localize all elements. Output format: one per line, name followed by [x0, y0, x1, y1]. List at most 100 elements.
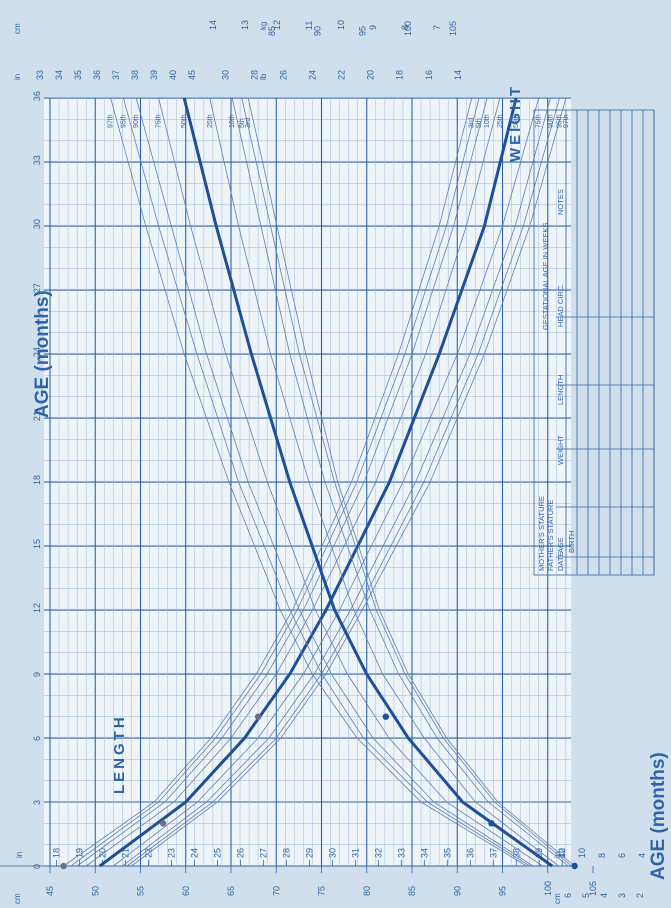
length-cm-tick-label: 60	[181, 886, 191, 896]
weight-lb-tick-label: 20	[366, 70, 376, 80]
weight-lb-tick-label: 26	[279, 70, 289, 80]
length-in-tick-label: 27	[258, 848, 268, 858]
length-percentile-label: 95th	[557, 114, 564, 128]
weight-scales: 7891011121314141618202224262830kglb23456…	[208, 20, 647, 898]
length-percentile-label: 3rd	[469, 118, 476, 128]
age-tick-label: 30	[32, 219, 42, 229]
age-axis-title-top: AGE (months)	[32, 290, 53, 418]
weight-curve-95th	[123, 97, 531, 867]
length-top-in-unit: in	[13, 74, 22, 80]
length-in-tick-label: 35	[442, 848, 452, 858]
weight-kg-tick-label: 10	[336, 20, 346, 30]
length-top-cm-label: 105	[448, 21, 458, 36]
weight-lb-tick-label: 22	[337, 70, 347, 80]
length-top-in-label: 33	[35, 70, 45, 80]
length-panel-title: LENGTH	[111, 714, 128, 794]
length-curve-25th	[85, 97, 501, 867]
weight-bottom-lb-label: 4	[637, 853, 647, 858]
weight-kg-tick-label: 11	[304, 21, 314, 30]
length-cm-tick-label: 105	[588, 881, 598, 896]
weight-kg-unit: kg	[259, 22, 268, 30]
age-tick-label: 15	[32, 539, 42, 549]
weight-percentile-label: 75th	[156, 114, 163, 128]
length-top-in-label: 45	[187, 70, 197, 80]
length-percentile-label: 90th	[547, 114, 554, 128]
age-tick-label: 18	[32, 475, 42, 485]
weight-percentile-label: 25th	[207, 114, 214, 128]
mother-stature-label: MOTHER'S STATURE	[537, 496, 546, 571]
length-top-cm-label: 90	[312, 26, 322, 36]
table-header-notes: NOTES	[556, 189, 565, 215]
length-in-tick-label: 25	[212, 848, 222, 858]
length-percentile-label: 5th	[476, 118, 483, 128]
length-top-in-label: 34	[54, 70, 64, 80]
length-cm-tick-label: 80	[362, 886, 372, 896]
length-in-tick-label: 40	[557, 848, 567, 858]
weight-bottom-lb-label: 6	[617, 853, 627, 858]
weight-kg-tick-label: 7	[432, 25, 442, 30]
weight-bottom-lb-label: 10	[577, 848, 587, 858]
length-in-tick-label: 29	[304, 848, 314, 858]
weight-kg-tick-label: 12	[272, 20, 282, 30]
measurement-record-table: MOTHER'S STATURE FATHER'S STATURE GESTATIO…	[533, 109, 655, 576]
length-percentile-label: 10th	[484, 114, 491, 128]
weight-bottom-kg-label: 3	[617, 893, 627, 898]
length-cm-tick-label: 75	[317, 886, 327, 896]
weight-curve-50th	[182, 97, 554, 868]
length-cm-tick-label: 65	[226, 886, 236, 896]
length-in-tick-label: 38	[511, 848, 521, 858]
length-in-tick-label: 39	[534, 848, 544, 858]
weight-curve-10th	[231, 98, 569, 867]
length-in-tick-label: 33	[396, 848, 406, 858]
length-in-tick-label: 20	[97, 848, 107, 858]
weight-kg-tick-label: 8	[400, 25, 410, 30]
length-cm-tick-label: 55	[136, 886, 146, 896]
length-cm-tick-label: 95	[498, 886, 508, 896]
age-tick-label: 33	[32, 155, 42, 165]
length-cm-tick-label: 70	[271, 886, 281, 896]
length-in-tick-label: 32	[373, 848, 383, 858]
age-tick-label: 9	[32, 672, 42, 677]
age-tick-label: 12	[32, 603, 42, 613]
weight-measurement-points	[382, 713, 578, 870]
weight-percentile-curves	[110, 97, 575, 868]
length-cm-tick-label: 50	[90, 886, 100, 896]
length-curve-95th	[126, 97, 560, 867]
length-cm-unit: cm	[13, 893, 22, 904]
length-top-in-label: 35	[73, 70, 83, 80]
table-header-length: LENGTH	[556, 375, 565, 405]
length-percentile-label: 25th	[497, 114, 504, 128]
weight-percentile-label: 90th	[133, 114, 140, 128]
length-cm-tick-label: 100	[543, 881, 553, 896]
length-curve-3rd	[63, 98, 473, 867]
father-stature-label: FATHER'S STATURE	[546, 500, 555, 571]
length-curve-97th	[131, 97, 567, 867]
weight-curve-90th	[135, 97, 534, 867]
age-tick-label: 21	[32, 411, 42, 421]
length-in-tick-label: 37	[488, 848, 498, 858]
length-percentile-label: 50th	[513, 114, 520, 128]
weight-lb-tick-label: 24	[308, 70, 318, 80]
length-percentile-curves	[63, 97, 567, 868]
length-in-tick-label: 30	[327, 848, 337, 858]
table-header-date: DATE	[556, 552, 565, 571]
length-top-cm-label: 85	[267, 26, 277, 36]
length-in-tick-label: 23	[166, 848, 176, 858]
birth-row-label: BIRTH	[567, 531, 576, 553]
weight-lb-tick-label: 16	[424, 70, 434, 80]
length-cm-tick-label: 45	[45, 886, 55, 896]
length-in-tick-label: 34	[419, 848, 429, 858]
length-percentile-label: 75th	[536, 114, 543, 128]
length-point	[159, 820, 167, 827]
weight-kg-tick-label: 14	[208, 20, 218, 30]
weight-bottom-lb-label: 8	[597, 853, 607, 858]
length-top-in-label: 38	[130, 70, 140, 80]
weight-curve-75th	[158, 98, 543, 867]
length-in-tick-label: 18	[52, 848, 62, 858]
length-in-tick-label: 19	[75, 848, 85, 858]
weight-lb-tick-label: 18	[395, 70, 405, 80]
age-tick-label: 6	[32, 736, 42, 741]
length-curve-90th	[122, 97, 551, 867]
